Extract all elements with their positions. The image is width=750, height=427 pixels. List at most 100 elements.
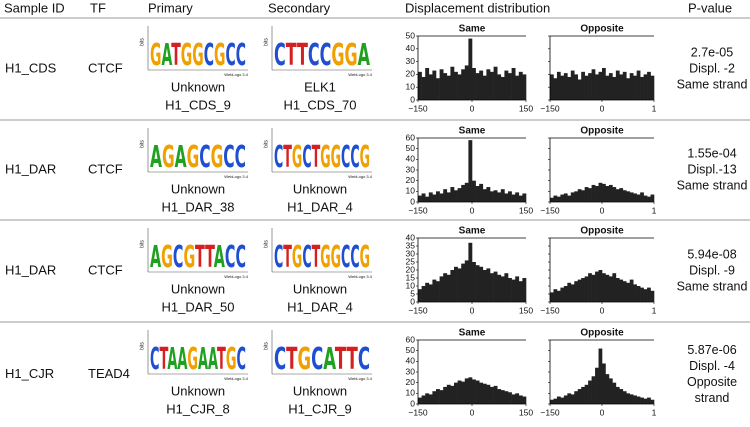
y-tick-label: 0 xyxy=(410,398,415,408)
histogram-bar xyxy=(608,378,613,404)
logo-letter: C xyxy=(236,342,246,377)
histogram-bar xyxy=(626,282,631,302)
logo-letter: G xyxy=(187,342,198,377)
histogram-bar xyxy=(432,70,437,100)
histogram-bar xyxy=(418,195,422,202)
histogram-bar xyxy=(508,191,512,202)
y-tick-label: 30 xyxy=(406,56,416,66)
histogram-bar xyxy=(563,193,568,202)
histogram-bar xyxy=(615,278,620,302)
sample-id: H1_DAR xyxy=(5,161,56,176)
histogram-bar xyxy=(493,385,498,404)
logo-letter: G xyxy=(183,240,195,275)
y-tick-label: 60 xyxy=(406,334,416,344)
motif-name: Unknown xyxy=(293,281,347,296)
logo-letter: A xyxy=(323,342,336,377)
x-tick-label: 0 xyxy=(600,407,605,417)
histogram-bar xyxy=(640,192,644,202)
histogram-bar xyxy=(425,196,430,202)
logo-letter: G xyxy=(345,38,358,73)
histogram-bar xyxy=(643,398,648,404)
logo-letter: G xyxy=(226,342,237,377)
histogram-bar xyxy=(622,281,627,302)
logo-letter: C xyxy=(308,38,320,73)
histogram-bar xyxy=(457,268,462,302)
histogram-bar xyxy=(479,382,484,404)
histogram-bar xyxy=(636,286,641,302)
histogram-bar xyxy=(482,75,487,100)
histogram-bar xyxy=(457,380,462,404)
y-tick-label: 40 xyxy=(406,43,416,53)
histogram-bar xyxy=(457,188,462,202)
motif-name: Unknown xyxy=(293,181,347,196)
histogram-bar xyxy=(602,363,606,404)
histogram-bar xyxy=(461,184,466,202)
histogram-bar xyxy=(511,194,516,202)
y-tick-label: 0 xyxy=(410,94,415,104)
histogram-bar xyxy=(556,396,561,404)
histogram-bar xyxy=(418,289,422,302)
logo-credit: WebLogo 3.4 xyxy=(224,72,248,77)
histogram-bar xyxy=(432,391,437,404)
histogram-bar xyxy=(550,399,554,404)
x-tick-label: −150 xyxy=(540,205,559,215)
x-tick-label: −150 xyxy=(540,305,559,315)
histogram-bar xyxy=(518,195,523,202)
histogram-bar xyxy=(515,276,520,302)
histogram-bar xyxy=(443,386,448,404)
histogram-bar xyxy=(482,270,487,302)
p-value-line: Displ. -9 xyxy=(689,263,735,277)
logo-letter: C xyxy=(341,240,350,275)
histogram-bar xyxy=(436,281,440,302)
logo-letter: G xyxy=(292,240,302,275)
histogram-bar xyxy=(511,279,516,302)
histogram-bar xyxy=(650,399,655,404)
histogram-title: Opposite xyxy=(580,126,624,137)
p-value-line: Displ. -4 xyxy=(689,359,735,373)
logo-letter: A xyxy=(150,240,161,275)
histogram-bar xyxy=(619,389,624,404)
histogram-bar xyxy=(428,192,433,202)
histogram-bar xyxy=(612,382,617,404)
y-tick-label: 10 xyxy=(406,280,416,290)
histogram-bar xyxy=(588,273,592,302)
histogram-bar xyxy=(446,274,451,302)
histogram-bar xyxy=(570,284,575,302)
logo-letter: T xyxy=(217,342,226,377)
motif-id: H1_DAR_50 xyxy=(162,299,235,314)
histogram-bar xyxy=(472,379,476,404)
histogram-bar xyxy=(450,187,455,202)
histogram-bar xyxy=(567,393,572,404)
x-tick-label: −150 xyxy=(408,407,427,417)
histogram-title: Opposite xyxy=(580,328,624,339)
logo-letter: C xyxy=(302,240,311,275)
logo-letter: G xyxy=(320,140,330,175)
histogram-bar xyxy=(619,188,624,202)
x-tick-label: 0 xyxy=(470,205,475,215)
logo-letter: T xyxy=(160,342,169,377)
logo-credit: WebLogo 3.4 xyxy=(224,274,248,279)
logo-letter: C xyxy=(173,240,184,275)
histogram-bar xyxy=(508,392,512,404)
histogram-bar xyxy=(428,284,433,302)
histogram-bar xyxy=(567,195,572,202)
logo-letter: T xyxy=(283,240,292,275)
x-tick-label: −150 xyxy=(540,103,559,113)
histogram-bar xyxy=(650,75,655,100)
y-tick-label: 50 xyxy=(406,30,416,40)
histogram-bar xyxy=(508,73,512,100)
histogram-bar xyxy=(640,287,644,302)
histogram-bar xyxy=(504,391,509,404)
histogram-bar xyxy=(605,274,610,302)
logo-letter: C xyxy=(204,38,214,73)
x-tick-label: 0 xyxy=(600,305,605,315)
histogram-bar xyxy=(629,394,634,404)
logo-letter: C xyxy=(235,240,246,275)
histogram-bar xyxy=(567,76,572,100)
histogram-bar xyxy=(581,190,585,202)
p-value-line: 5.94e-08 xyxy=(687,247,736,261)
motif-id: H1_CDS_70 xyxy=(284,97,357,112)
column-header: Displacement distribution xyxy=(405,0,550,15)
histogram-bar xyxy=(508,278,512,302)
y-tick-label: 40 xyxy=(406,154,416,164)
